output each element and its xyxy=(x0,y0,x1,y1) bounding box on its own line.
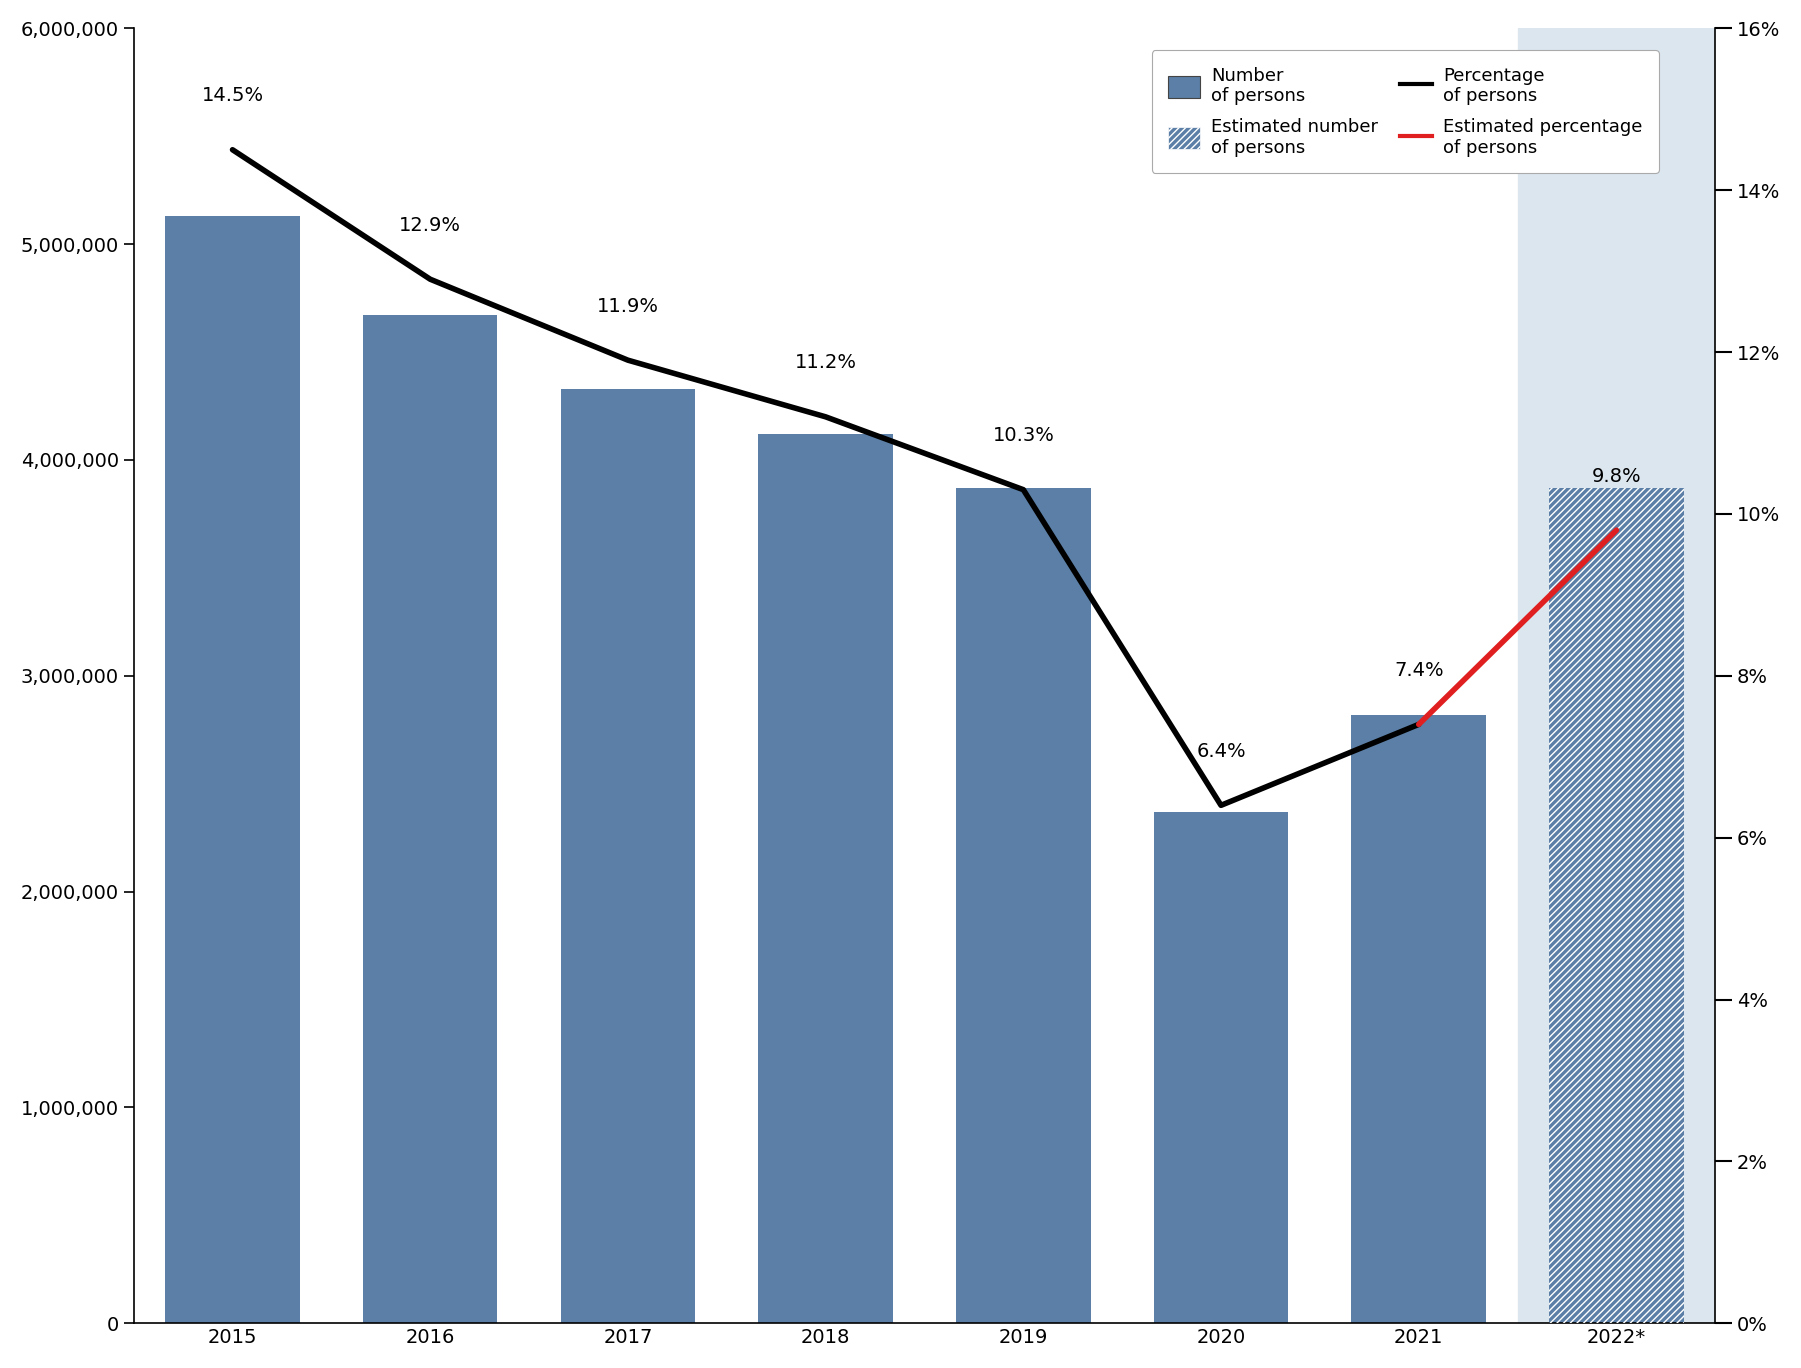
Text: 10.3%: 10.3% xyxy=(992,427,1054,445)
Bar xyxy=(1154,811,1288,1323)
Bar xyxy=(560,389,695,1323)
Text: 6.4%: 6.4% xyxy=(1196,741,1246,761)
Bar xyxy=(166,216,299,1323)
Text: 9.8%: 9.8% xyxy=(1592,466,1641,486)
Bar xyxy=(1549,488,1684,1323)
Bar xyxy=(1518,29,1720,1323)
Bar xyxy=(364,316,497,1323)
Bar xyxy=(1549,488,1684,1323)
Bar xyxy=(758,434,893,1323)
Text: 7.4%: 7.4% xyxy=(1394,661,1444,680)
Bar xyxy=(1351,714,1486,1323)
Text: 11.9%: 11.9% xyxy=(596,297,659,316)
Text: 14.5%: 14.5% xyxy=(202,86,263,105)
Legend: Number
of persons, Estimated number
of persons, Percentage
of persons, Estimated: Number of persons, Estimated number of p… xyxy=(1151,51,1659,172)
Text: 11.2%: 11.2% xyxy=(794,353,857,372)
Text: 12.9%: 12.9% xyxy=(400,216,461,235)
Bar xyxy=(956,488,1091,1323)
